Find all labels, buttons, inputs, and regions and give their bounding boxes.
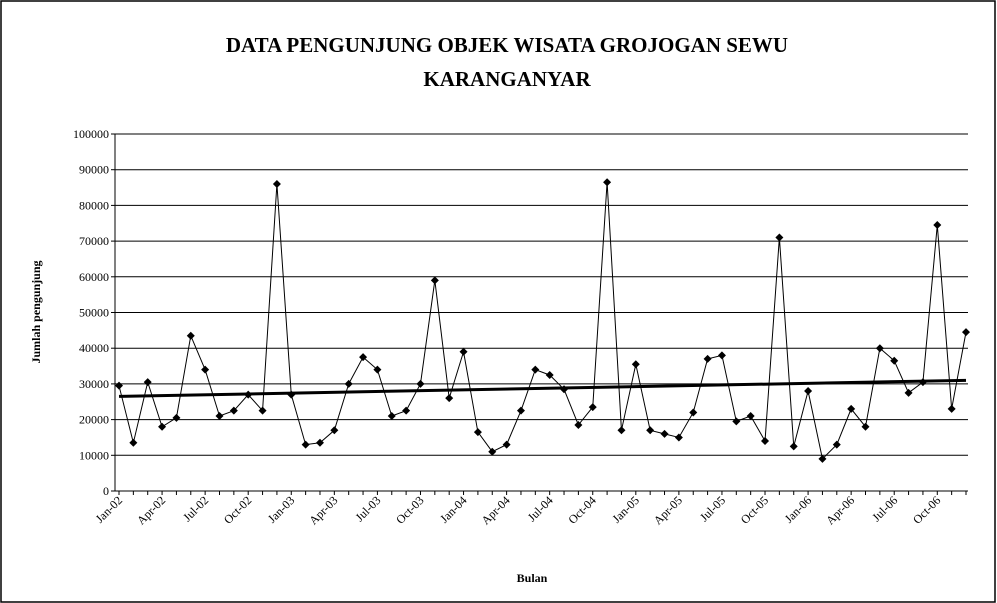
y-tick-label: 60000 [79, 270, 109, 284]
data-point [229, 406, 238, 415]
data-point [330, 426, 339, 435]
data-point [689, 408, 698, 417]
data-point [761, 437, 770, 446]
data-point [344, 379, 353, 388]
data-point [143, 378, 152, 387]
y-tick-label: 40000 [79, 341, 109, 355]
trend-line [118, 378, 967, 398]
y-tick-label: 10000 [79, 448, 109, 462]
y-tick-label: 100000 [73, 127, 109, 141]
x-axis-label: Bulan [517, 571, 548, 585]
data-point [516, 406, 525, 415]
data-point [818, 454, 827, 463]
data-point [129, 438, 138, 447]
data-point [746, 412, 755, 421]
y-tick-label: 90000 [79, 163, 109, 177]
y-tick-label: 30000 [79, 377, 109, 391]
data-point [488, 447, 497, 456]
y-tick-label: 50000 [79, 306, 109, 320]
data-point [186, 331, 195, 340]
y-tick-label: 20000 [79, 413, 109, 427]
data-point [933, 221, 942, 230]
data-point [617, 426, 626, 435]
data-point [172, 413, 181, 422]
data-point [473, 428, 482, 437]
data-point [315, 438, 324, 447]
data-point [373, 365, 382, 374]
data-point [861, 422, 870, 431]
data-point [387, 412, 396, 421]
data-point [545, 370, 554, 379]
data-point [904, 388, 913, 397]
data-point [272, 179, 281, 188]
y-axis-label: Jumlah pengunjung [29, 260, 43, 363]
data-point [359, 353, 368, 362]
data-point [574, 420, 583, 429]
data-point [215, 412, 224, 421]
data-point [416, 379, 425, 388]
data-point [875, 344, 884, 353]
chart-title: DATA PENGUNJUNG OBJEK WISATA GROJOGAN SE… [226, 33, 788, 57]
y-tick-label: 0 [103, 484, 109, 498]
data-point [502, 440, 511, 449]
y-tick-label: 70000 [79, 234, 109, 248]
data-point [445, 394, 454, 403]
data-point [890, 356, 899, 365]
data-point [402, 406, 411, 415]
data-line [118, 182, 967, 460]
y-tick-label: 80000 [79, 198, 109, 212]
data-point [158, 422, 167, 431]
data-point [962, 328, 970, 337]
chart-title: KARANGANYAR [423, 67, 591, 91]
data-point [804, 387, 813, 396]
data-point [674, 433, 683, 442]
data-point [947, 404, 956, 413]
data-point [775, 233, 784, 242]
data-point [430, 276, 439, 285]
data-point [631, 360, 640, 369]
data-point [789, 442, 798, 451]
data-point [646, 426, 655, 435]
data-point [115, 381, 123, 390]
data-point [832, 440, 841, 449]
data-point [732, 417, 741, 426]
data-point [301, 440, 310, 449]
data-point [459, 347, 468, 356]
data-point [258, 406, 267, 415]
data-point [660, 429, 669, 438]
data-point [703, 354, 712, 363]
data-point [847, 404, 856, 413]
data-point [588, 403, 597, 412]
data-point [717, 351, 726, 360]
data-point [603, 178, 612, 187]
data-point [201, 365, 210, 374]
data-point [531, 365, 540, 374]
